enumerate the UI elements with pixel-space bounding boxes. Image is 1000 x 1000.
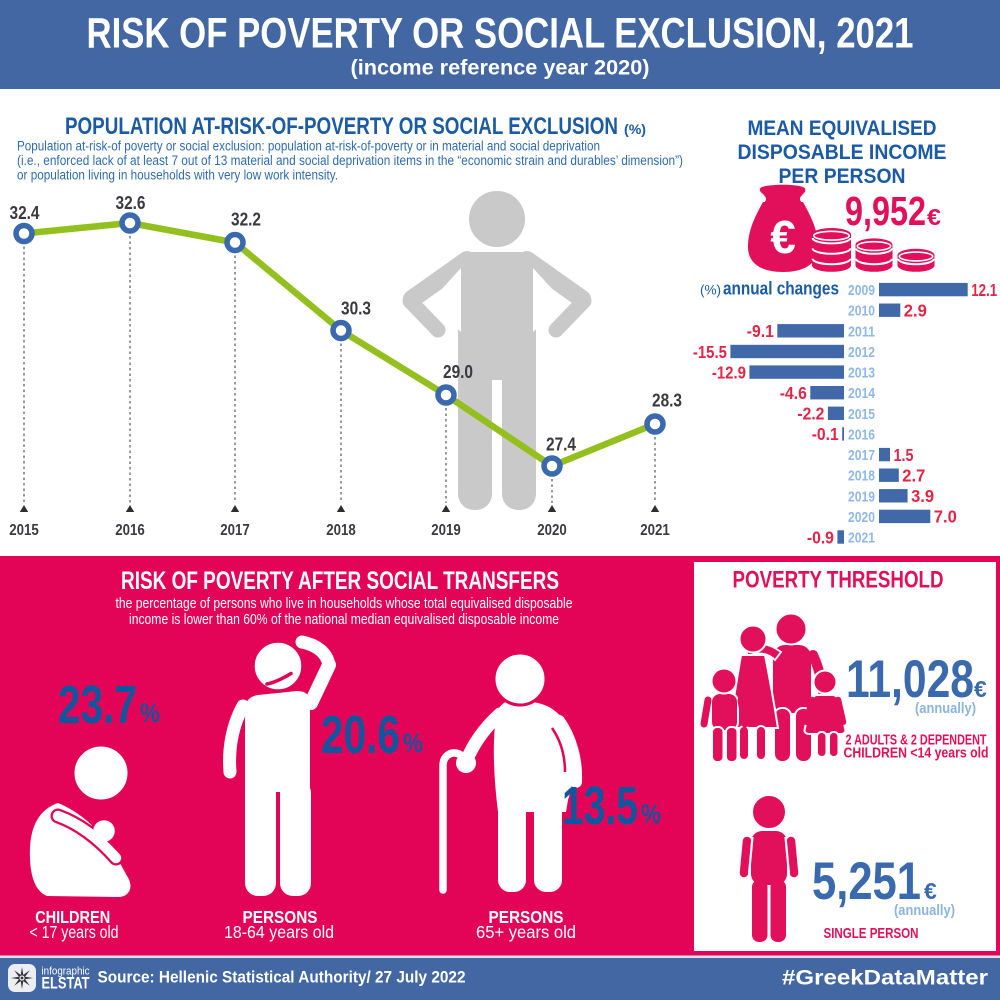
svg-text:POPULATION AT-RISK-OF-POVERTY: POPULATION AT-RISK-OF-POVERTY OR SOCIAL …	[65, 113, 618, 140]
svg-text:-9.1: -9.1	[747, 321, 774, 341]
svg-text:PER PERSON: PER PERSON	[779, 164, 906, 188]
svg-text:29.0: 29.0	[443, 361, 473, 382]
svg-text:2009: 2009	[848, 282, 875, 299]
svg-text:(%): (%)	[624, 122, 646, 137]
svg-text:2012: 2012	[848, 344, 875, 361]
svg-text:%: %	[403, 728, 423, 758]
svg-text:(%): (%)	[700, 283, 721, 298]
svg-text:%: %	[641, 799, 661, 829]
svg-text:20.6: 20.6	[321, 705, 400, 765]
svg-text:2010: 2010	[848, 303, 875, 320]
svg-text:-4.6: -4.6	[780, 383, 807, 403]
svg-text:MEAN EQUIVALISED: MEAN EQUIVALISED	[748, 116, 937, 140]
svg-text:2019: 2019	[431, 522, 461, 539]
svg-text:13.5: 13.5	[562, 776, 638, 836]
svg-text:POVERTY THRESHOLD: POVERTY THRESHOLD	[733, 567, 944, 594]
svg-text:1.5: 1.5	[894, 445, 914, 465]
svg-text:PERSONS: PERSONS	[243, 907, 318, 927]
svg-text:-15.5: -15.5	[693, 342, 727, 362]
svg-text:2017: 2017	[848, 447, 875, 464]
svg-text:2014: 2014	[848, 385, 876, 402]
svg-text:-2.2: -2.2	[797, 404, 824, 424]
svg-text:2021: 2021	[640, 522, 670, 539]
svg-text:PERSONS: PERSONS	[489, 907, 564, 927]
svg-text:Source: Hellenic Statistical A: Source: Hellenic Statistical Authority/ …	[98, 968, 466, 987]
svg-text:30.3: 30.3	[341, 298, 371, 319]
svg-text:65+ years old: 65+ years old	[476, 922, 576, 942]
svg-text:DISPOSABLE INCOME: DISPOSABLE INCOME	[738, 140, 947, 164]
svg-text:2016: 2016	[115, 522, 145, 539]
svg-text:2016: 2016	[848, 426, 875, 443]
svg-text:€: €	[770, 211, 796, 263]
svg-text:27.4: 27.4	[546, 434, 577, 455]
svg-text:2018: 2018	[326, 522, 356, 539]
svg-text:28.3: 28.3	[652, 390, 682, 411]
svg-text:32.2: 32.2	[231, 209, 261, 230]
svg-text:SINGLE PERSON: SINGLE PERSON	[824, 925, 919, 942]
svg-text:7.0: 7.0	[934, 507, 957, 527]
svg-text:infographic: infographic	[42, 966, 90, 978]
svg-text:2019: 2019	[848, 488, 875, 505]
svg-text:#GreekDataMatter: #GreekDataMatter	[782, 966, 989, 990]
svg-text:9,952: 9,952	[845, 188, 926, 234]
svg-text:or population living in househ: or population living in households with …	[17, 168, 338, 183]
svg-text:the percentage of persons who: the percentage of persons who live in ho…	[116, 596, 573, 612]
svg-text:11,028: 11,028	[846, 650, 974, 709]
svg-text:2015: 2015	[848, 406, 875, 423]
svg-text:2 ADULTS & 2 DEPENDENT: 2 ADULTS & 2 DEPENDENT	[846, 732, 987, 749]
svg-text:2.7: 2.7	[902, 466, 925, 486]
svg-text:32.6: 32.6	[116, 192, 146, 213]
svg-text:23.7: 23.7	[58, 675, 137, 735]
svg-text:€: €	[927, 204, 941, 230]
svg-text:2.9: 2.9	[904, 301, 927, 321]
svg-text:2018: 2018	[848, 468, 875, 485]
svg-text:Population at-risk-of poverty: Population at-risk-of poverty or social …	[17, 139, 600, 154]
svg-text:2015: 2015	[9, 522, 39, 539]
svg-text:%: %	[140, 698, 160, 728]
svg-text:2020: 2020	[537, 522, 567, 539]
svg-text:2011: 2011	[848, 323, 875, 340]
svg-text:(annually): (annually)	[894, 902, 955, 919]
svg-text:(i.e., enforced lack of at lea: (i.e., enforced lack of at least 7 out o…	[17, 153, 683, 168]
svg-text:€: €	[924, 878, 937, 904]
svg-text:(income reference year 2020): (income reference year 2020)	[351, 57, 650, 80]
svg-text:2013: 2013	[848, 365, 875, 382]
svg-text:3.9: 3.9	[911, 486, 934, 506]
svg-text:-0.1: -0.1	[812, 424, 839, 444]
svg-text:2020: 2020	[848, 509, 875, 526]
svg-text:income is lower than 60% of th: income is lower than 60% of the national…	[129, 612, 559, 628]
svg-text:32.4: 32.4	[10, 202, 41, 223]
svg-text:< 17 years old: < 17 years old	[30, 922, 119, 942]
svg-text:12.1: 12.1	[971, 280, 997, 300]
svg-text:RISK OF POVERTY AFTER SOCIAL: RISK OF POVERTY AFTER SOCIAL TRANSFERS	[121, 567, 559, 595]
svg-text:€: €	[974, 676, 987, 702]
svg-text:-0.9: -0.9	[807, 527, 834, 547]
svg-text:CHILDREN <14 years old: CHILDREN <14 years old	[844, 745, 989, 762]
svg-text:CHILDREN: CHILDREN	[35, 907, 110, 927]
svg-text:-12.9: -12.9	[712, 362, 746, 382]
svg-text:annual changes: annual changes	[723, 279, 839, 299]
svg-text:2017: 2017	[220, 522, 250, 539]
svg-text:ELSTAT: ELSTAT	[42, 975, 90, 993]
svg-text:(annually): (annually)	[915, 700, 976, 717]
svg-text:18-64 years old: 18-64 years old	[224, 922, 334, 942]
svg-text:RISK OF POVERTY OR SOCIAL EXCL: RISK OF POVERTY OR SOCIAL EXCLUSION, 202…	[87, 10, 914, 58]
svg-text:2021: 2021	[848, 530, 875, 547]
svg-text:5,251: 5,251	[812, 852, 921, 911]
